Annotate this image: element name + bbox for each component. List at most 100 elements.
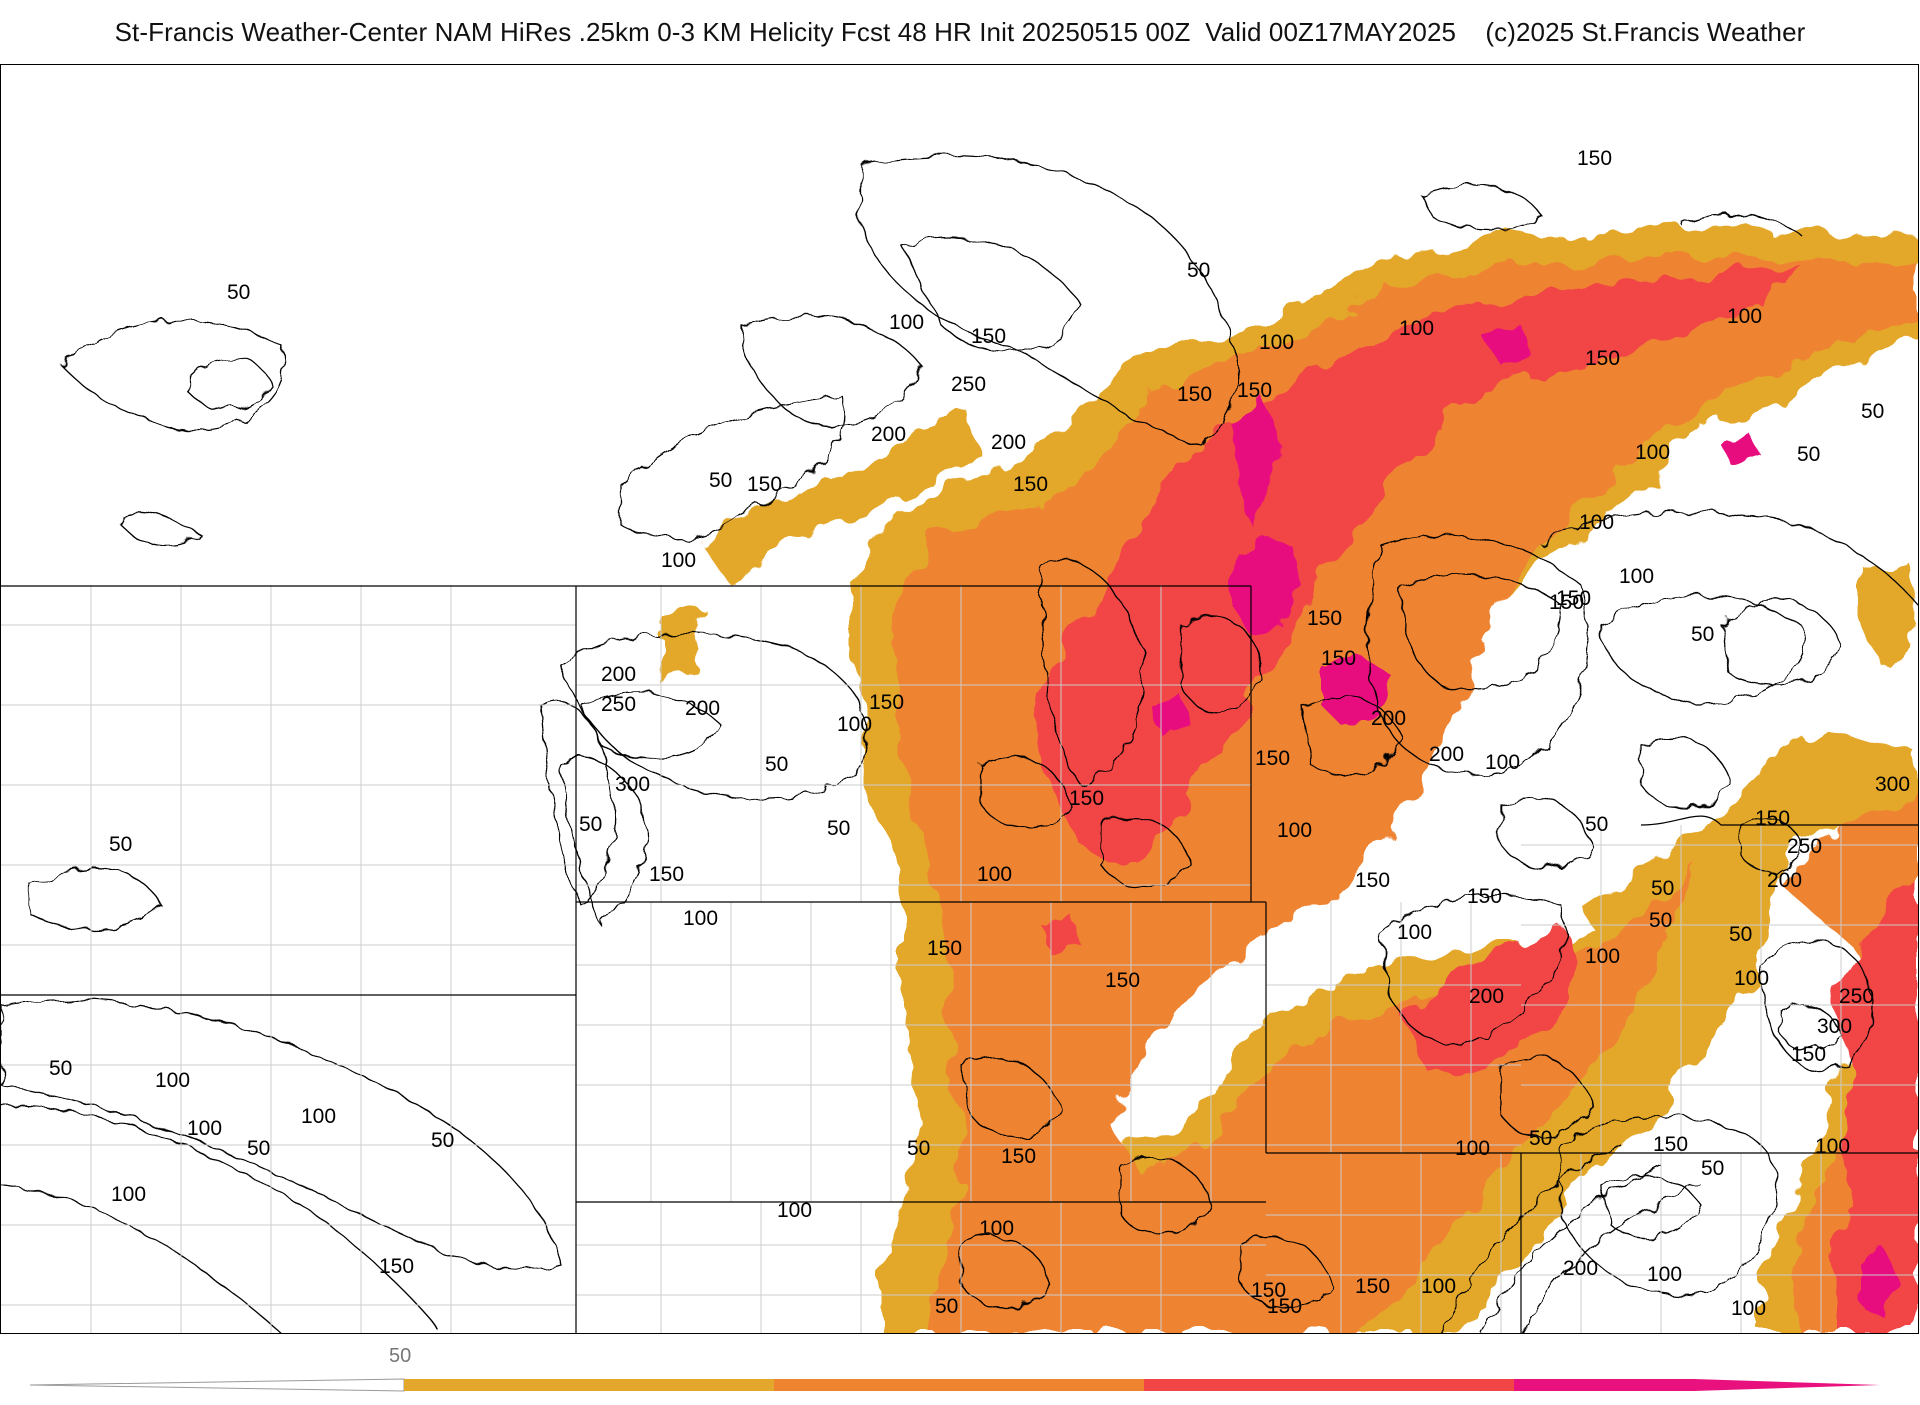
- colorbar: 50: [0, 1340, 1920, 1400]
- contour-label: 50: [1729, 923, 1752, 946]
- contour-label: 250: [951, 373, 986, 396]
- fill-50-nw: [661, 605, 701, 685]
- contour-label: 100: [1727, 305, 1762, 328]
- contour-label: 150: [1755, 807, 1790, 830]
- county-borders: [1, 585, 1918, 1333]
- contour-label: 100: [1485, 751, 1520, 774]
- contour-label: 150: [1105, 969, 1140, 992]
- fill-200-g: [1861, 1245, 1901, 1315]
- contour-label: 100: [1619, 565, 1654, 588]
- contour-label: 50: [109, 833, 132, 856]
- contour-label: 50: [1651, 877, 1674, 900]
- fill-200-e: [1721, 435, 1761, 465]
- contour-label: 150: [1556, 587, 1591, 610]
- contour-label: 150: [1467, 885, 1502, 908]
- contour-label: 150: [1355, 869, 1390, 892]
- fill-150-east: [1831, 885, 1918, 1333]
- contour-label: 100: [1455, 1137, 1490, 1160]
- contour-label: 150: [1177, 383, 1212, 406]
- fill-200-a: [1231, 395, 1281, 525]
- contour-label: 50: [1701, 1157, 1724, 1180]
- contour-label: 100: [977, 863, 1012, 886]
- contour-label: 100: [1421, 1275, 1456, 1298]
- contour-label: 50: [1585, 813, 1608, 836]
- contour-label: 150: [1251, 1279, 1286, 1302]
- contour-label: 200: [871, 423, 906, 446]
- colorbar-segment: [774, 1379, 1144, 1391]
- colorbar-segment: [1144, 1379, 1514, 1391]
- colorbar-segment: [1514, 1379, 1880, 1391]
- contour-label: 200: [1429, 743, 1464, 766]
- contour-label: 150: [1237, 379, 1272, 402]
- contour-label: 150: [1577, 147, 1612, 170]
- contour-label: 100: [1731, 1297, 1766, 1320]
- contour-label: 50: [1797, 443, 1820, 466]
- contour-label: 150: [1791, 1043, 1826, 1066]
- contour-label: 300: [615, 773, 650, 796]
- fill-50-upper-band: [701, 405, 981, 585]
- contour-label: 250: [1839, 985, 1874, 1008]
- contour-label: 50: [935, 1295, 958, 1318]
- contour-labels: 50 100 150 250 200 200 150 50 100 150 10…: [49, 147, 1910, 1320]
- map-title: St-Francis Weather-Center NAM HiRes .25k…: [114, 16, 1806, 47]
- contour-label: 50: [907, 1137, 930, 1160]
- contour-label: 150: [379, 1255, 414, 1278]
- contour-label: 200: [1371, 707, 1406, 730]
- fill-200-d: [1481, 325, 1531, 365]
- colorbar-tick-label: 50: [389, 1345, 411, 1367]
- contour-label: 100: [301, 1105, 336, 1128]
- contour-label: 150: [869, 691, 904, 714]
- contour-label: 150: [927, 937, 962, 960]
- contour-label: 50: [247, 1137, 270, 1160]
- contour-label: 100: [1647, 1263, 1682, 1286]
- contour-label: 150: [747, 473, 782, 496]
- contour-label: 150: [971, 325, 1006, 348]
- contour-label: 250: [601, 693, 636, 716]
- helicity-contours: [1, 155, 1918, 1333]
- contour-label: 200: [1767, 869, 1802, 892]
- map-frame: 50 100 150 250 200 200 150 50 100 150 10…: [0, 64, 1919, 1334]
- contour-label: 100: [1277, 819, 1312, 842]
- contour-label: 100: [777, 1199, 812, 1222]
- contour-label: 150: [1321, 647, 1356, 670]
- contour-label: 100: [1815, 1135, 1850, 1158]
- colorbar-segment: [404, 1379, 774, 1391]
- contour-label: 150: [1653, 1133, 1688, 1156]
- contour-label: 100: [1259, 331, 1294, 354]
- fill-150-south: [1401, 925, 1581, 1075]
- contour-label: 150: [1069, 787, 1104, 810]
- contour-label: 50: [1649, 909, 1672, 932]
- fill-150-main: [1031, 265, 1801, 865]
- contour-label: 50: [1861, 400, 1884, 423]
- contour-label: 50: [431, 1129, 454, 1152]
- contour-label: 50: [827, 817, 850, 840]
- fill-50-far-east: [1861, 565, 1918, 665]
- contour-label: 150: [1267, 1295, 1302, 1318]
- contour-label: 100: [889, 311, 924, 334]
- fill-200-c: [1321, 655, 1391, 725]
- contour-label: 50: [579, 813, 602, 836]
- contour-label: 150: [1549, 591, 1584, 614]
- contour-label: 50: [1691, 623, 1714, 646]
- contour-label: 50: [1187, 259, 1210, 282]
- contour-label: 50: [49, 1057, 72, 1080]
- contour-label: 50: [227, 281, 250, 304]
- colorbar-lower-extension: [29, 1378, 405, 1392]
- contour-label: 200: [1563, 1257, 1598, 1280]
- contour-label: 100: [187, 1117, 222, 1140]
- contour-label: 150: [1307, 607, 1342, 630]
- contour-label: 150: [1355, 1275, 1390, 1298]
- contour-label: 150: [1001, 1145, 1036, 1168]
- helicity-map: 50 100 150 250 200 200 150 50 100 150 10…: [1, 147, 1918, 1333]
- contour-label: 150: [1013, 473, 1048, 496]
- contour-label: 50: [709, 469, 732, 492]
- contour-label: 150: [1255, 747, 1290, 770]
- contour-label: 150: [1585, 347, 1620, 370]
- contour-label: 100: [837, 713, 872, 736]
- contour-label: 100: [979, 1217, 1014, 1240]
- helicity-fill-150: [1031, 265, 1918, 1333]
- contour-label: 100: [155, 1069, 190, 1092]
- contour-label: 100: [1734, 967, 1769, 990]
- contour-label: 100: [1397, 921, 1432, 944]
- contour-label: 100: [661, 549, 696, 572]
